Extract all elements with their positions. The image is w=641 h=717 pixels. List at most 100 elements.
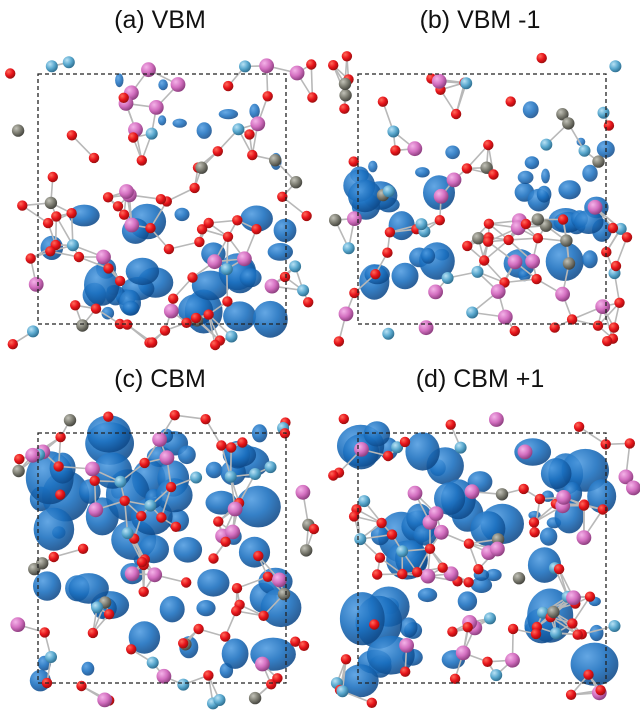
gray-atom — [556, 108, 569, 121]
panel-title: (c) CBM — [114, 365, 206, 393]
oxygen-atom — [509, 325, 520, 337]
isosurface-blob — [251, 424, 268, 443]
isosurface-blob — [539, 527, 558, 546]
oxygen-atom — [226, 442, 237, 453]
light-blue-atom — [27, 325, 39, 338]
gray-atom — [531, 213, 544, 226]
pink-atom — [124, 566, 140, 582]
isosurface-blob — [87, 415, 131, 453]
light-blue-atom — [239, 60, 251, 73]
oxygen-atom — [258, 610, 269, 621]
oxygen-atom — [399, 436, 411, 448]
light-blue-atom — [466, 306, 479, 319]
pink-atom — [464, 484, 480, 500]
pink-atom — [147, 567, 163, 583]
pink-atom — [420, 568, 436, 584]
oxygen-atom — [572, 629, 583, 640]
oxygen-atom — [189, 182, 200, 194]
oxygen-atom — [382, 247, 393, 258]
pink-atom — [431, 73, 447, 89]
structure-plot — [5, 56, 318, 351]
oxygen-atom — [400, 666, 411, 677]
oxygen-atom — [382, 450, 394, 462]
oxygen-atom — [328, 59, 339, 71]
isosurface-blob — [527, 547, 562, 583]
isosurface-blob — [128, 621, 161, 654]
bond — [71, 134, 95, 159]
pink-atom — [566, 590, 581, 606]
structure-plot — [328, 412, 640, 708]
light-blue-atom — [614, 222, 627, 235]
light-blue-atom — [220, 263, 233, 276]
isosurface-blob — [115, 73, 124, 88]
isosurface-blob — [558, 180, 581, 200]
oxygen-atom — [624, 438, 635, 449]
light-blue-atom — [121, 527, 134, 540]
oxygen-atom — [370, 269, 381, 280]
gray-atom — [289, 176, 303, 189]
panel-a: (a) VBM — [0, 0, 320, 358]
oxygen-atom — [507, 623, 519, 635]
oxygen-atom — [169, 410, 180, 421]
oxygen-atom — [90, 303, 102, 314]
isosurface-blob — [84, 264, 120, 306]
oxygen-atom — [187, 272, 198, 283]
oxygen-atom — [584, 591, 596, 602]
isosurface-blob — [33, 571, 62, 601]
oxygen-atom — [122, 319, 133, 330]
pink-atom — [455, 645, 471, 661]
oxygen-atom — [303, 297, 314, 308]
oxygen-atom — [103, 263, 114, 274]
oxygen-atom — [608, 322, 620, 333]
gray-atom — [63, 414, 77, 427]
oxygen-atom — [520, 218, 532, 230]
oxygen-atom — [232, 215, 243, 226]
bond — [466, 144, 490, 170]
pink-atom — [587, 199, 603, 215]
bond — [571, 595, 591, 625]
pink-atom — [407, 485, 423, 501]
oxygen-atom — [386, 529, 398, 540]
gray-atom — [277, 587, 291, 601]
oxygen-atom — [565, 689, 577, 700]
oxygen-atom — [159, 325, 171, 336]
light-blue-atom — [354, 533, 367, 546]
oxygen-atom — [437, 562, 448, 573]
pink-atom — [618, 469, 634, 485]
oxygen-atom — [136, 155, 147, 166]
oxygen-atom — [567, 618, 578, 629]
oxygen-atom — [66, 208, 77, 219]
panel-d: (d) CBM +1 — [320, 359, 640, 717]
pink-atom — [576, 530, 592, 545]
oxygen-atom — [231, 583, 243, 594]
pink-atom — [227, 501, 243, 517]
isosurface-blob — [33, 507, 75, 551]
oxygen-atom — [601, 246, 612, 258]
oxygen-atom — [505, 96, 516, 107]
pink-atom — [237, 251, 252, 267]
light-blue-atom — [225, 330, 238, 343]
oxygen-atom — [220, 536, 231, 547]
oxygen-atom — [118, 92, 129, 104]
gray-atom — [11, 124, 25, 137]
oxygen-atom — [503, 234, 514, 246]
light-blue-atom — [454, 441, 467, 454]
unit-cell-border — [37, 432, 287, 684]
oxygen-atom — [251, 224, 262, 235]
oxygen-atom — [66, 130, 78, 141]
panel-title: (b) VBM -1 — [419, 6, 541, 34]
oxygen-atom — [445, 419, 456, 430]
light-blue-atom — [45, 651, 57, 663]
oxygen-atom — [42, 217, 54, 229]
pink-atom — [10, 617, 26, 632]
light-blue-atom — [608, 620, 621, 632]
oxygen-atom — [529, 527, 540, 538]
gray-atom — [562, 117, 575, 130]
isosurface-blob — [485, 568, 502, 582]
oxygen-atom — [262, 571, 274, 582]
gray-atom — [480, 161, 493, 174]
isosurface-blob — [342, 664, 379, 698]
oxygen-atom — [14, 453, 25, 465]
isosurface-blob — [339, 592, 385, 646]
gray-atom — [329, 213, 342, 227]
